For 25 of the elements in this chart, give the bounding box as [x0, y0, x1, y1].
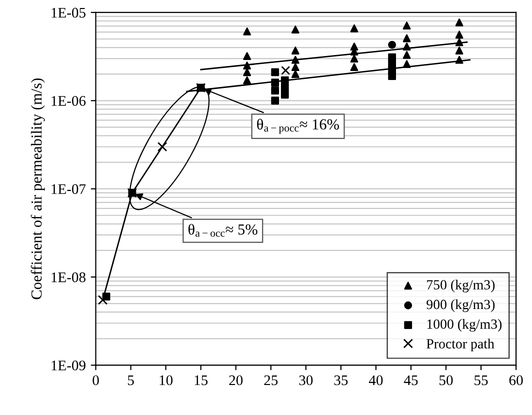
x-tick-label: 40 — [368, 375, 383, 386]
x-tick-label: 15 — [194, 375, 208, 386]
x-tick-label: 30 — [299, 375, 313, 386]
y-tick-label: 1E-05 — [52, 8, 86, 18]
x-tick-label: 5 — [128, 375, 134, 386]
x-tick-label: 35 — [334, 375, 348, 386]
x-tick-label: 10 — [160, 375, 173, 386]
y-tick-label: 1E-07 — [52, 184, 86, 194]
legend-label: 900 (kg/m3) — [426, 299, 495, 312]
y-tick-label: 1E-06 — [52, 96, 86, 106]
annotation: θ$_{a−occ}$≈ 5% — [188, 224, 258, 237]
legend-label: Proctor path — [426, 338, 494, 352]
y-tick-label: 1E-08 — [52, 272, 86, 282]
x-tick-label: 60 — [509, 375, 523, 386]
x-tick-label: 55 — [474, 375, 488, 386]
y-axis-title: Coefficient of air permeability (m/s) — [30, 78, 45, 300]
x-tick-label: 0 — [92, 375, 99, 386]
y-tick-label: 1E-09 — [52, 360, 86, 370]
x-tick-label: 25 — [264, 375, 278, 386]
x-tick-label: 50 — [440, 375, 453, 386]
legend-label: 750 (kg/m3) — [427, 280, 495, 292]
x-tick-label: 20 — [229, 375, 243, 386]
x-tick-label: 45 — [404, 375, 418, 386]
annotation: θ$_{a−pocc}$≈ 16% — [257, 118, 339, 134]
legend-label: 1000 (kg/m3) — [427, 319, 502, 332]
